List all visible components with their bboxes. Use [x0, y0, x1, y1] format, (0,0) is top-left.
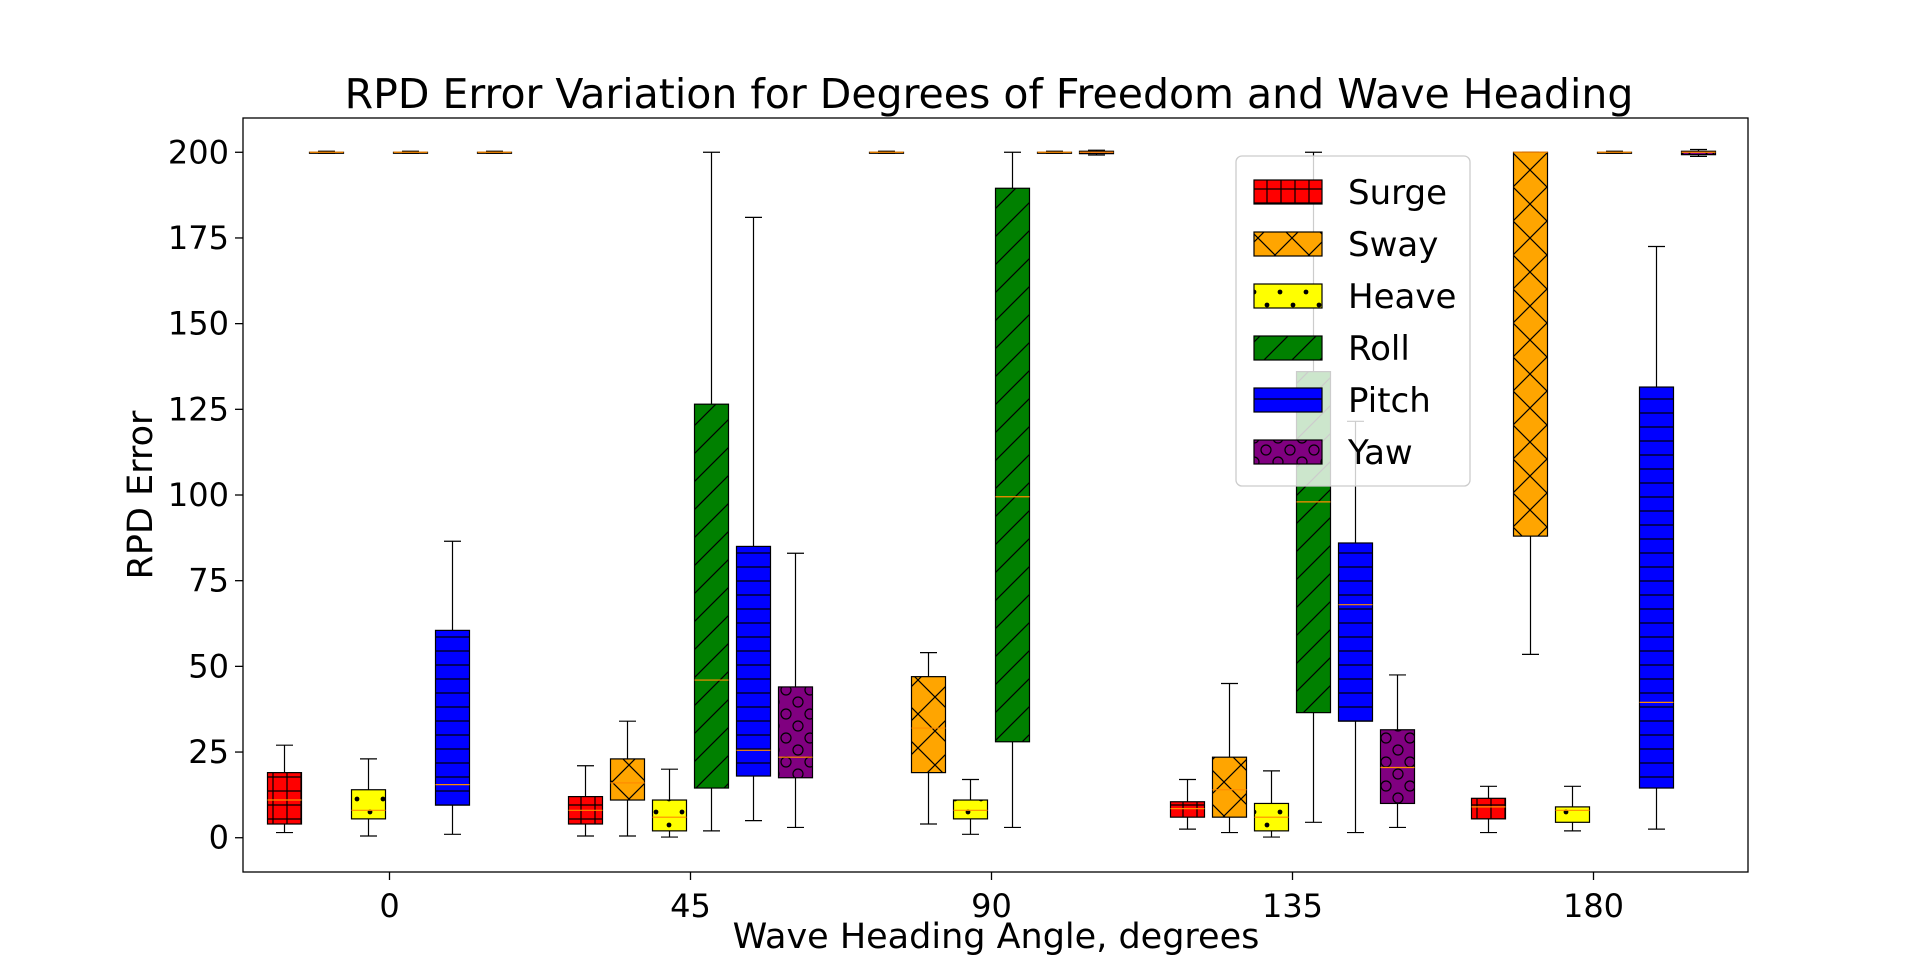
x-tick-label: 180	[1563, 887, 1624, 925]
box-heave-0	[350, 758, 387, 837]
x-tick-label: 0	[379, 887, 399, 925]
box-body	[1211, 756, 1248, 818]
y-tick-label: 50	[188, 647, 229, 685]
y-tick-label: 75	[188, 562, 229, 600]
legend-label: Yaw	[1347, 433, 1413, 473]
box-body	[1470, 797, 1507, 820]
box-sway-45	[609, 720, 646, 837]
plot-area	[266, 148, 1717, 838]
legend-item-surge: Surge	[1253, 173, 1447, 213]
y-tick-label: 0	[209, 819, 229, 857]
legend-swatch	[1253, 179, 1323, 205]
chart-title: RPD Error Variation for Degrees of Freed…	[345, 70, 1634, 118]
x-tick-label: 45	[670, 887, 711, 925]
y-tick-label: 125	[168, 390, 229, 428]
box-pitch-90	[1036, 150, 1073, 154]
box-body	[266, 772, 303, 825]
legend-label: Pitch	[1348, 381, 1431, 421]
box-heave-135	[1253, 770, 1290, 838]
y-tick-label: 200	[168, 133, 229, 171]
box-roll-180	[1596, 150, 1633, 154]
box-sway-0	[308, 150, 345, 154]
legend-swatch	[1253, 283, 1323, 309]
box-body	[350, 789, 387, 820]
legend-swatch	[1253, 335, 1323, 361]
legend-swatch	[1253, 439, 1323, 465]
box-surge-90	[868, 150, 905, 154]
box-body	[952, 799, 989, 820]
box-body	[910, 676, 947, 774]
x-axis: 0 45 90 135 180	[379, 872, 1624, 925]
box-sway-135	[1211, 682, 1248, 834]
y-axis: 0 25 50 75 100 125 150 175 200	[168, 133, 243, 857]
box-pitch-0	[434, 540, 471, 835]
x-axis-label: Wave Heading Angle, degrees	[733, 917, 1260, 957]
y-tick-label: 25	[188, 733, 229, 771]
box-body	[1638, 386, 1675, 789]
box-sway-180	[1512, 151, 1549, 655]
y-axis-label: RPD Error	[121, 410, 161, 579]
legend-item-yaw: Yaw	[1253, 433, 1413, 473]
x-tick-label: 90	[971, 887, 1012, 925]
legend-label: Heave	[1348, 277, 1456, 317]
box-pitch-45	[735, 216, 772, 822]
box-heave-180	[1554, 785, 1591, 832]
box-heave-45	[651, 768, 688, 838]
legend-item-heave: Heave	[1253, 277, 1456, 317]
box-pitch-135	[1337, 420, 1374, 834]
box-yaw-135	[1379, 674, 1416, 829]
box-body	[693, 403, 730, 789]
y-tick-label: 175	[168, 219, 229, 257]
legend-label: Roll	[1348, 329, 1410, 369]
box-yaw-45	[777, 552, 814, 829]
legend-item-sway: Sway	[1253, 225, 1438, 265]
legend-swatch	[1253, 387, 1323, 413]
box-body	[1379, 729, 1416, 805]
box-body	[1337, 542, 1374, 722]
box-surge-135	[1169, 778, 1206, 830]
box-heave-90	[952, 778, 989, 835]
box-yaw-0	[476, 150, 513, 154]
legend-item-roll: Roll	[1253, 329, 1410, 369]
legend-item-pitch: Pitch	[1253, 381, 1431, 421]
box-body	[1169, 801, 1206, 818]
box-pitch-180	[1638, 245, 1675, 830]
box-roll-0	[392, 150, 429, 154]
legend-swatch	[1253, 231, 1323, 257]
legend-label: Surge	[1348, 173, 1447, 213]
box-body	[609, 758, 646, 801]
x-tick-label: 135	[1262, 887, 1323, 925]
legend-label: Sway	[1348, 225, 1438, 265]
box-body	[651, 799, 688, 832]
box-surge-45	[567, 765, 604, 837]
box-body	[1680, 150, 1717, 156]
box-body	[1554, 806, 1591, 823]
y-tick-label: 100	[168, 476, 229, 514]
box-body	[735, 545, 772, 777]
box-body	[777, 686, 814, 779]
box-yaw-90	[1078, 149, 1115, 156]
box-roll-45	[693, 151, 730, 832]
box-roll-90	[994, 151, 1031, 829]
box-yaw-180	[1680, 148, 1717, 157]
box-body	[434, 629, 471, 806]
box-surge-180	[1470, 785, 1507, 834]
box-surge-0	[266, 744, 303, 834]
box-body	[994, 187, 1031, 743]
box-sway-90	[910, 652, 947, 825]
box-body	[1512, 151, 1549, 537]
y-tick-label: 150	[168, 305, 229, 343]
legend: Surge Sway Heave Roll Pitch Yaw	[1235, 155, 1471, 487]
